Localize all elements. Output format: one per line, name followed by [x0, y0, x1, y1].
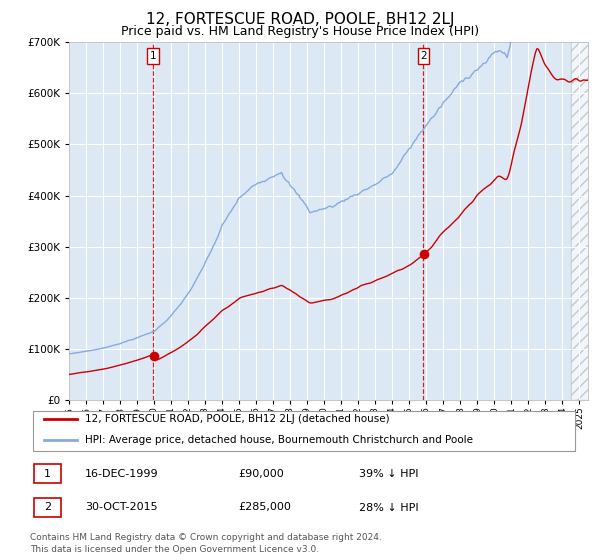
FancyBboxPatch shape: [33, 410, 575, 451]
Text: 12, FORTESCUE ROAD, POOLE, BH12 2LJ: 12, FORTESCUE ROAD, POOLE, BH12 2LJ: [146, 12, 454, 27]
Text: 28% ↓ HPI: 28% ↓ HPI: [359, 502, 419, 512]
Text: 30-OCT-2015: 30-OCT-2015: [85, 502, 158, 512]
Bar: [571, 42, 596, 400]
FancyBboxPatch shape: [34, 464, 61, 483]
Text: 39% ↓ HPI: 39% ↓ HPI: [359, 469, 419, 479]
Text: 16-DEC-1999: 16-DEC-1999: [85, 469, 158, 479]
Text: 2: 2: [420, 51, 427, 61]
Text: Contains HM Land Registry data © Crown copyright and database right 2024.
This d: Contains HM Land Registry data © Crown c…: [30, 533, 382, 554]
Bar: [571, 42, 596, 400]
Text: £90,000: £90,000: [239, 469, 284, 479]
FancyBboxPatch shape: [34, 498, 61, 517]
Text: 12, FORTESCUE ROAD, POOLE, BH12 2LJ (detached house): 12, FORTESCUE ROAD, POOLE, BH12 2LJ (det…: [85, 414, 389, 424]
Text: £285,000: £285,000: [239, 502, 292, 512]
Text: HPI: Average price, detached house, Bournemouth Christchurch and Poole: HPI: Average price, detached house, Bour…: [85, 435, 473, 445]
Text: Price paid vs. HM Land Registry's House Price Index (HPI): Price paid vs. HM Land Registry's House …: [121, 25, 479, 38]
Text: 1: 1: [44, 469, 51, 479]
Text: 2: 2: [44, 502, 51, 512]
Text: 1: 1: [150, 51, 157, 61]
